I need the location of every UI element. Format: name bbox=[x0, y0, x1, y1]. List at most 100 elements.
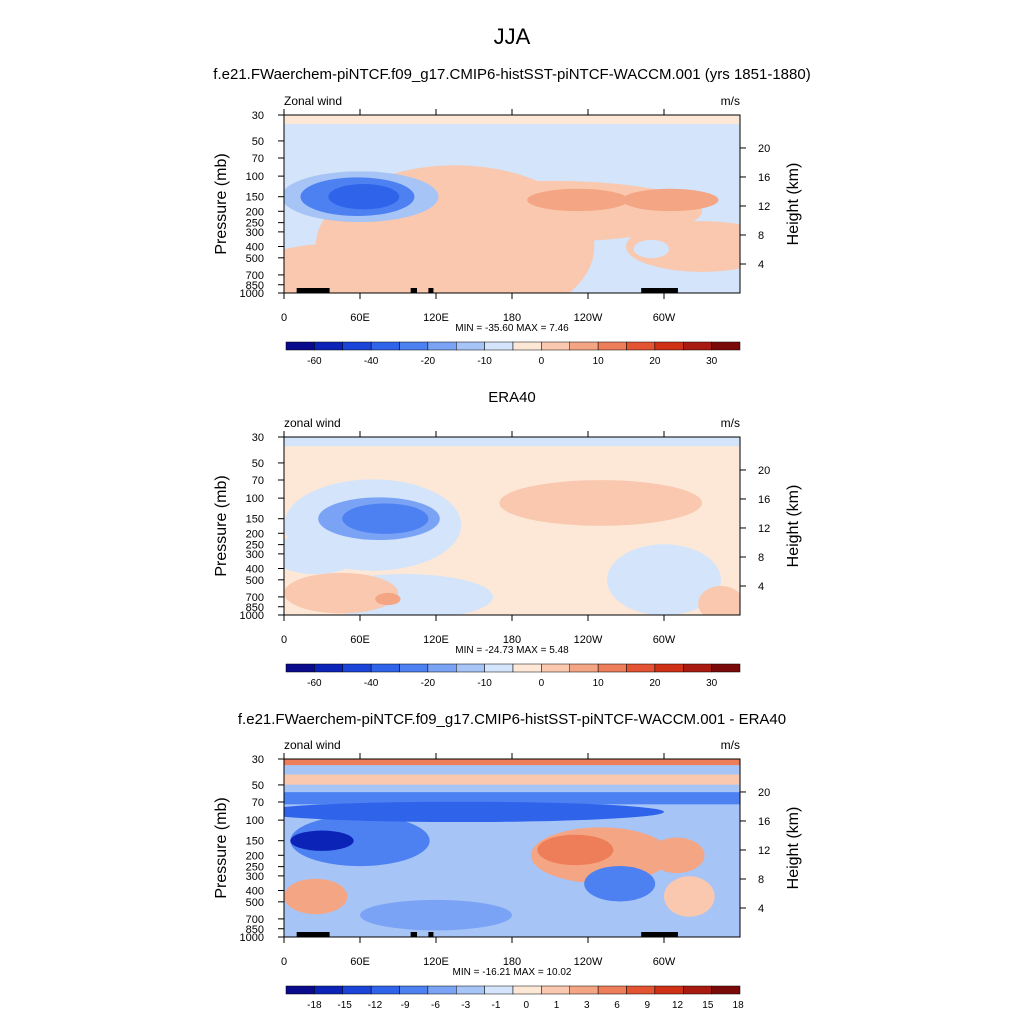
height-tick-label: 20 bbox=[758, 143, 770, 155]
contour-region bbox=[284, 533, 360, 575]
colorbar-swatch bbox=[626, 341, 656, 351]
band bbox=[284, 437, 740, 447]
colorbar-label: -20 bbox=[421, 678, 436, 689]
land-mask bbox=[296, 932, 329, 937]
height-tick-label: 12 bbox=[758, 845, 770, 857]
colorbar-swatch bbox=[541, 985, 570, 995]
variable-label: zonal wind bbox=[284, 416, 341, 430]
colorbar-swatch bbox=[399, 663, 429, 673]
y-axis-label-right: Height (km) bbox=[785, 163, 802, 246]
colorbar-label: 0 bbox=[523, 1000, 529, 1011]
stats-label: MIN = -35.60 MAX = 7.46 bbox=[455, 323, 569, 334]
x-tick-label: 120W bbox=[574, 634, 603, 646]
contour-region bbox=[284, 801, 664, 823]
colorbar-swatch bbox=[683, 985, 712, 995]
contour-region bbox=[648, 837, 705, 874]
y-tick-label: 100 bbox=[246, 815, 264, 827]
y-tick-label: 400 bbox=[246, 885, 264, 897]
contour-field bbox=[284, 115, 740, 293]
colorbar-label: -40 bbox=[364, 678, 379, 689]
contour-region bbox=[284, 572, 398, 614]
units-label: m/s bbox=[721, 94, 740, 108]
colorbar-swatch bbox=[711, 341, 741, 351]
contour-region bbox=[698, 585, 740, 615]
colorbar-swatch bbox=[654, 663, 684, 673]
colorbar-swatch bbox=[512, 985, 542, 995]
colorbar-swatch bbox=[484, 985, 514, 995]
x-tick-label: 60W bbox=[653, 312, 676, 324]
y-tick-label: 500 bbox=[246, 253, 264, 265]
y-tick-label: 700 bbox=[246, 270, 264, 282]
colorbar-swatch bbox=[314, 985, 343, 995]
colorbar-label: -9 bbox=[401, 1000, 410, 1011]
figure-subtitle: f.e21.FWaerchem-piNTCF.f09_g17.CMIP6-his… bbox=[213, 66, 810, 83]
y-tick-label: 30 bbox=[252, 432, 264, 444]
y-axis-label-right: Height (km) bbox=[785, 807, 802, 890]
x-tick-label: 60E bbox=[350, 312, 370, 324]
colorbar-swatch bbox=[370, 985, 400, 995]
panel-2: ERA40 zonal wind m/s 0 60E 120E 180 120W 60W 30 50… bbox=[213, 389, 802, 689]
x-tick-label: 180 bbox=[503, 312, 521, 324]
colorbar-swatch bbox=[427, 663, 457, 673]
y-tick-label: 250 bbox=[246, 218, 264, 230]
y-tick-label: 850 bbox=[246, 924, 264, 936]
x-tick-label: 180 bbox=[503, 634, 521, 646]
contour-region bbox=[664, 876, 715, 917]
y-tick-label: 1000 bbox=[240, 932, 264, 944]
x-tick-label: 60E bbox=[350, 956, 370, 968]
panel-3: f.e21.FWaerchem-piNTCF.f09_g17.CMIP6-his… bbox=[213, 711, 802, 1011]
y-tick-label: 100 bbox=[246, 171, 264, 183]
land-mask bbox=[428, 288, 434, 293]
colorbar-swatch bbox=[683, 663, 712, 673]
colorbar-swatch bbox=[314, 341, 343, 351]
colorbar-label: 30 bbox=[706, 356, 718, 367]
y-tick-label: 200 bbox=[246, 206, 264, 218]
colorbar-label: 18 bbox=[733, 1000, 745, 1011]
band bbox=[284, 792, 740, 805]
panel-title: f.e21.FWaerchem-piNTCF.f09_g17.CMIP6-his… bbox=[238, 711, 786, 728]
x-tick-label: 120E bbox=[423, 312, 449, 324]
colorbar-swatch bbox=[597, 663, 627, 673]
colorbar-label: -1 bbox=[492, 1000, 501, 1011]
y-axis-label: Pressure (mb) bbox=[213, 153, 230, 254]
contour-region bbox=[622, 188, 719, 212]
colorbar-swatch bbox=[314, 663, 343, 673]
y-tick-label: 700 bbox=[246, 914, 264, 926]
colorbar-label: 0 bbox=[539, 356, 545, 367]
y-tick-label: 300 bbox=[246, 871, 264, 883]
colorbar-swatch bbox=[456, 663, 485, 673]
land-mask bbox=[641, 932, 678, 937]
x-tick-label: 0 bbox=[281, 312, 287, 324]
land-mask bbox=[641, 288, 678, 293]
y-tick-label: 30 bbox=[252, 110, 264, 122]
colorbar-label: -10 bbox=[477, 356, 492, 367]
colorbar-swatch bbox=[370, 341, 400, 351]
contour-region bbox=[626, 221, 740, 272]
contour-region bbox=[607, 544, 721, 615]
colorbar-swatch bbox=[512, 341, 542, 351]
contour-region bbox=[290, 830, 354, 851]
colorbar-label: 20 bbox=[649, 678, 661, 689]
y-tick-label: 700 bbox=[246, 592, 264, 604]
figure-title: JJA bbox=[494, 24, 531, 49]
y-tick-label: 50 bbox=[252, 136, 264, 148]
colorbar-swatch bbox=[711, 663, 741, 673]
colorbar-swatch bbox=[626, 663, 656, 673]
y-tick-label: 150 bbox=[246, 192, 264, 204]
colorbar-label: 20 bbox=[649, 356, 661, 367]
height-tick-label: 16 bbox=[758, 172, 770, 184]
y-tick-label: 250 bbox=[246, 862, 264, 874]
colorbar-swatch bbox=[342, 663, 372, 673]
x-tick-label: 120E bbox=[423, 634, 449, 646]
colorbar-swatch bbox=[683, 341, 712, 351]
colorbar-label: 1 bbox=[554, 1000, 560, 1011]
colorbar-swatch bbox=[512, 663, 542, 673]
height-tick-label: 16 bbox=[758, 816, 770, 828]
colorbar-label: 9 bbox=[645, 1000, 651, 1011]
colorbar-swatch bbox=[342, 985, 372, 995]
contour-region bbox=[284, 280, 519, 293]
height-tick-label: 8 bbox=[758, 874, 764, 886]
y-tick-label: 200 bbox=[246, 850, 264, 862]
y-tick-label: 500 bbox=[246, 575, 264, 587]
